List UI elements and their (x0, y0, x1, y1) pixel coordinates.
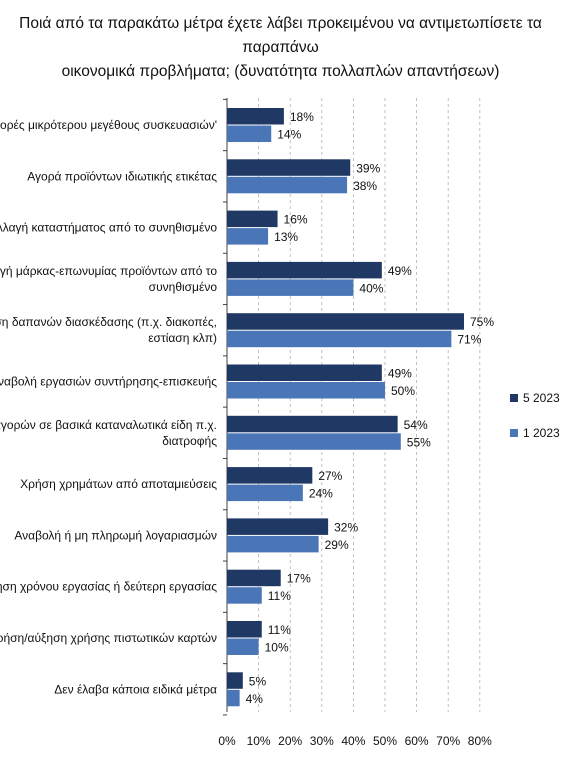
bar (227, 313, 464, 330)
category-label: Αγορές μικρότερου μεγέθους συσκευασιών' (0, 118, 217, 132)
x-tick-label: 70% (436, 734, 460, 748)
category-label: Αναβολή ή μη πληρωμή λογαριασμών (14, 528, 217, 542)
category-label-line: Χρήση/αύξηση χρήσης πιστωτικών καρτών (0, 631, 217, 645)
data-label: 49% (388, 264, 412, 278)
category-label-line: Δεν έλαβα κάποια ειδικά μέτρα (54, 682, 217, 696)
bar (227, 108, 284, 125)
data-label: 38% (353, 179, 377, 193)
category-label-line: Αλλαγή μάρκας-επωνυμίας προϊόντων από το (0, 264, 217, 278)
category-labels: Αγορές μικρότερου μεγέθους συσκευασιών' Α… (0, 118, 217, 696)
x-tick-label: 30% (310, 734, 334, 748)
category-label-line: Μείωση αγορών σε βασικά καταναλωτικά είδ… (0, 418, 217, 432)
data-label: 24% (309, 487, 333, 501)
data-label: 49% (388, 367, 412, 381)
category-label: Δεν έλαβα κάποια ειδικά μέτρα (54, 682, 217, 696)
bar (227, 621, 262, 638)
bar (227, 382, 385, 399)
data-label: 27% (318, 469, 342, 483)
legend-label: 5 2023 (523, 391, 560, 405)
category-label-line: Αγορές μικρότερου μεγέθους συσκευασιών' (0, 118, 217, 132)
category-label-line: Αγορά προϊόντων ιδιωτικής ετικέτας (27, 169, 217, 183)
bar (227, 415, 398, 433)
data-label: 11% (268, 589, 291, 603)
bar (227, 467, 313, 484)
category-label-line: συνηθισμένο (149, 280, 218, 294)
bar (227, 228, 269, 245)
legend-label: 1 2023 (523, 426, 560, 440)
x-tick-label: 60% (405, 734, 429, 748)
bar (227, 638, 259, 655)
bar (227, 689, 240, 707)
chart-title: Ποιά από τα παρακάτω μέτρα έχετε λάβει π… (0, 12, 561, 84)
x-tick-label: 0% (218, 734, 236, 748)
category-label: Αύξηση χρόνου εργασίας ή δεύτερη εργασία… (0, 580, 217, 594)
category-label: Αλλαγή καταστήματος από το συνηθισμένο (0, 221, 217, 235)
category-label: Μείωση αγορών σε βασικά καταναλωτικά είδ… (0, 418, 217, 448)
bar (227, 210, 278, 228)
chart-title-line: Ποιά από τα παρακάτω μέτρα έχετε λάβει π… (19, 15, 542, 56)
data-label: 10% (265, 641, 289, 655)
data-label: 18% (290, 110, 314, 124)
category-label: Αλλαγή μάρκας-επωνυμίας προϊόντων από το… (0, 264, 217, 294)
category-label: Αναβολή εργασιών συντήρησης-επισκευής (0, 375, 217, 389)
x-tick-labels: 0% 10% 20% 30% 40% 50% 60% 70% 80% (218, 734, 492, 748)
data-label: 54% (404, 418, 428, 432)
category-label-line: εστίαση κλπ) (148, 331, 217, 345)
category-label: Αγορά προϊόντων ιδιωτικής ετικέτας (27, 169, 217, 183)
legend-swatch (510, 429, 518, 437)
category-label-line: Χρήση χρημάτων από αποταμιεύσεις (20, 477, 217, 491)
data-label: 17% (287, 572, 311, 586)
data-label: 55% (407, 435, 431, 449)
data-label: 16% (284, 213, 308, 227)
data-label: 5% (249, 674, 267, 688)
category-label-line: Ακύρωση δαπανών διασκέδασης (π.χ. διακοπ… (0, 315, 217, 329)
bar (227, 484, 303, 502)
category-label: Χρήση χρημάτων από αποταμιεύσεις (20, 477, 217, 491)
data-label: 13% (274, 230, 298, 244)
category-label-line: Αλλαγή καταστήματος από το συνηθισμένο (0, 221, 217, 235)
legend-swatch (510, 394, 518, 402)
category-label: Χρήση/αύξηση χρήσης πιστωτικών καρτών (0, 631, 217, 645)
bar (227, 535, 319, 553)
data-label: 39% (356, 161, 380, 175)
bar (227, 125, 272, 142)
x-tick-label: 10% (247, 734, 271, 748)
data-label: 14% (277, 128, 301, 142)
category-label-line: Αναβολή ή μη πληρωμή λογαριασμών (14, 528, 217, 542)
category-label-line: Αναβολή εργασιών συντήρησης-επισκευής (0, 375, 217, 389)
x-tick-label: 20% (278, 734, 302, 748)
bars: 18% 14% 39% 38% 16% 13% 49% 40% 75% 71% 49% 50% 54% 5… (227, 108, 494, 707)
grid-lines (258, 98, 481, 712)
bar (227, 279, 354, 296)
x-tick-label: 50% (373, 734, 397, 748)
category-label-line: διατροφής (162, 434, 217, 448)
data-label: 40% (359, 281, 383, 295)
data-label: 75% (470, 315, 494, 329)
x-tick-label: 40% (341, 734, 365, 748)
bar (227, 672, 243, 689)
data-label: 11% (268, 623, 291, 637)
bar (227, 261, 382, 279)
data-label: 4% (246, 692, 264, 706)
data-label: 71% (457, 333, 481, 347)
bar (227, 587, 262, 604)
bar (227, 364, 382, 381)
bar (227, 330, 452, 348)
x-tick-label: 80% (468, 734, 492, 748)
data-label: 32% (334, 520, 358, 534)
data-label: 29% (325, 538, 349, 552)
bar (227, 433, 401, 450)
bar (227, 176, 348, 194)
bar (227, 159, 351, 176)
bar (227, 569, 281, 587)
legend: 5 2023 1 2023 (510, 391, 560, 440)
data-label: 50% (391, 384, 415, 398)
category-label-line: Αύξηση χρόνου εργασίας ή δεύτερη εργασία… (0, 580, 217, 594)
category-axis (223, 98, 228, 716)
chart-title-line: οικονομικά προβλήματα; (δυνατότητα πολλα… (61, 63, 500, 80)
category-label: Ακύρωση δαπανών διασκέδασης (π.χ. διακοπ… (0, 315, 217, 345)
bar (227, 518, 329, 535)
